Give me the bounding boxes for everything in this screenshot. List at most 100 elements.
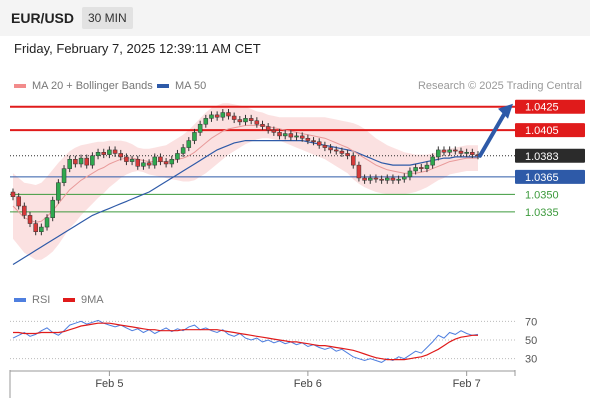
candle-body — [84, 157, 89, 166]
candle-body — [27, 215, 33, 224]
candle-body — [95, 152, 101, 157]
candle-body — [209, 114, 214, 119]
rsi-tick-30: 30 — [525, 354, 537, 366]
candle-body — [424, 164, 430, 169]
time-tick-label: Feb 5 — [95, 378, 123, 390]
candle-body — [379, 178, 384, 181]
bollinger-band-layer — [13, 103, 478, 260]
legend-item-rsi: RSI — [14, 294, 50, 306]
candle-body — [402, 176, 407, 180]
candle-body — [316, 141, 322, 146]
rsi-layer: 70 50 30 — [10, 316, 537, 366]
timestamp: Friday, February 7, 2025 12:39:11 AM CET — [14, 41, 261, 56]
candle-body — [175, 153, 180, 160]
candle-body — [390, 177, 396, 181]
candle-body — [453, 149, 458, 152]
candle-body — [464, 152, 469, 154]
candle-body — [339, 150, 345, 154]
candle-body — [288, 133, 294, 138]
candle-body — [39, 226, 44, 232]
candle-body — [180, 147, 186, 154]
candle-body — [277, 132, 282, 137]
candle-body — [141, 162, 146, 167]
candle-body — [152, 156, 158, 166]
candle-body — [67, 159, 72, 169]
candle-body — [44, 217, 50, 228]
candle-body — [385, 177, 390, 181]
ma9-swatch — [63, 298, 75, 302]
candle-body — [407, 170, 413, 178]
candle-body — [430, 156, 435, 166]
candle-body — [237, 119, 243, 123]
candle-body — [265, 126, 271, 131]
candle-body — [50, 199, 55, 218]
candle-body — [112, 149, 118, 154]
candle-body — [22, 205, 27, 216]
rsi-ma9-line — [13, 322, 478, 361]
ma50-legend-label: MA 50 — [175, 80, 207, 92]
candle-body — [299, 135, 305, 139]
candle-body — [192, 132, 197, 141]
candle-body — [214, 114, 220, 118]
candle-body — [203, 118, 209, 125]
candle-body — [163, 161, 169, 165]
candle-body — [356, 164, 362, 179]
candle-body — [61, 168, 67, 183]
time-axis-layer: Feb 5 Feb 6 Feb 7 — [9, 370, 516, 398]
ma20-line — [12, 124, 478, 223]
candle-body — [345, 153, 350, 157]
level-label-1.0425: 1.0425 — [525, 102, 559, 114]
level-label-1.0365: 1.0365 — [525, 172, 559, 184]
legend-item-bollinger: MA 20 + Bollinger Bands — [14, 80, 153, 92]
legend-item-ma50: MA 50 — [157, 80, 206, 92]
projection-arrow-head — [498, 103, 513, 119]
candle-body — [73, 159, 78, 165]
symbol-label: EUR/USD — [11, 10, 75, 26]
candle-body — [197, 123, 203, 133]
ma50-swatch — [157, 84, 169, 88]
level-label-1.0383: 1.0383 — [525, 151, 559, 163]
rsi-swatch — [14, 298, 26, 302]
candle-body — [243, 118, 248, 123]
candle-body — [294, 135, 299, 138]
bollinger-legend-label: MA 20 + Bollinger Bands — [32, 80, 153, 92]
rsi-tick-70: 70 — [525, 316, 537, 328]
candle-body — [328, 147, 333, 151]
candle-body — [158, 156, 163, 162]
candle-body — [146, 162, 152, 166]
moving-averages-layer — [12, 124, 478, 266]
candle-body — [10, 191, 16, 197]
candle-body — [220, 112, 226, 118]
candle-body — [101, 152, 106, 155]
candle-body — [350, 155, 356, 166]
candle-body — [260, 123, 265, 127]
bollinger-band — [13, 103, 478, 260]
candle-body — [368, 177, 373, 181]
ma50-line — [12, 140, 478, 266]
timeframe-button[interactable]: 30 MIN — [82, 7, 133, 29]
candle-body — [169, 159, 175, 165]
level-label-1.0350: 1.0350 — [525, 189, 559, 201]
candle-body — [90, 155, 95, 166]
candle-body — [470, 152, 475, 155]
projection-arrow-shaft — [478, 110, 507, 158]
candle-body — [311, 140, 316, 143]
rsi-tick-50: 50 — [525, 335, 537, 347]
candle-body — [322, 145, 328, 148]
candle-body — [135, 159, 141, 167]
candle-body — [107, 149, 112, 155]
level-label-1.0405: 1.0405 — [525, 125, 559, 137]
candles-layer — [10, 109, 481, 236]
time-tick-label: Feb 7 — [453, 378, 481, 390]
candle-body — [436, 149, 441, 158]
level-badge-1.0405 — [515, 123, 585, 138]
candle-body — [373, 177, 379, 180]
projection-layer — [478, 103, 513, 158]
candle-body — [413, 167, 418, 172]
level-labels-layer: 1.0425 1.0405 1.0383 1.0365 1.0350 1.0335 — [515, 99, 585, 219]
rsi-legend-label: RSI — [32, 294, 51, 306]
top-bar: EUR/USD 30 MIN — [0, 0, 590, 36]
candle-body — [78, 157, 84, 165]
candle-body — [16, 196, 21, 207]
